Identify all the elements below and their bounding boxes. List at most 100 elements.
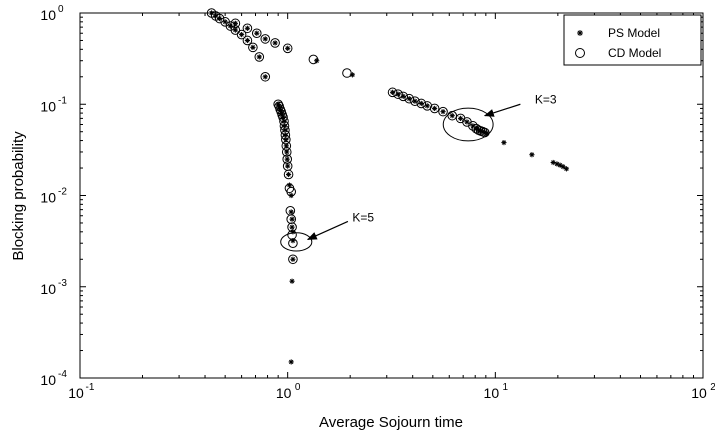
annotation-ellipse xyxy=(442,107,494,142)
ps-model-point-stroke xyxy=(395,91,401,97)
ps-model-point-stroke xyxy=(284,149,289,155)
ps-model-point xyxy=(432,105,438,112)
y-tick-label-exponent: -1 xyxy=(58,95,67,106)
ps-model-point-stroke xyxy=(263,74,268,79)
ps-model-point-stroke xyxy=(254,31,259,36)
y-tick-label: 10 xyxy=(40,98,56,114)
ps-model-point-stroke xyxy=(209,10,214,16)
cd-model-point xyxy=(387,87,398,98)
cd-model-point xyxy=(260,34,271,44)
ps-model-point-stroke xyxy=(289,279,295,284)
legend-label-cd-model: CD Model xyxy=(608,46,661,60)
ps-model-point-stroke xyxy=(285,46,290,51)
ps-model-point xyxy=(464,119,470,125)
legend-asterisk xyxy=(577,30,583,36)
ps-model-point xyxy=(284,156,290,162)
x-tick-label: 10 xyxy=(276,385,292,401)
ps-model-point xyxy=(389,89,396,95)
ps-model-point xyxy=(208,10,215,16)
x-tick-label-exponent: 2 xyxy=(710,382,715,393)
ps-model-point-stroke xyxy=(551,160,556,165)
cd-model-point xyxy=(279,121,290,131)
ps-model-point-stroke xyxy=(560,164,566,169)
ps-model-point xyxy=(244,37,251,44)
y-tick-label: 10 xyxy=(40,7,56,23)
ps-model-point xyxy=(285,163,291,169)
ps-model-point-stroke xyxy=(401,94,406,99)
ps-model-point-stroke xyxy=(419,101,424,106)
ps-model-point-stroke xyxy=(257,54,262,60)
cd-model-point xyxy=(281,147,292,157)
y-axis-label: Blocking probability xyxy=(10,131,27,261)
cd-model-point xyxy=(248,42,258,53)
x-tick-label: 10 xyxy=(68,385,84,401)
x-tick-label: 10 xyxy=(484,385,500,401)
ps-model-point xyxy=(290,256,296,262)
y-tick-label-exponent: -2 xyxy=(58,187,67,198)
ps-model-point-stroke xyxy=(529,152,535,157)
ps-model-point xyxy=(288,359,294,365)
cd-model-point xyxy=(404,93,415,104)
x-tick-label-exponent: 0 xyxy=(295,382,301,393)
ps-model-point-stroke xyxy=(350,72,355,78)
cd-model-point xyxy=(280,125,290,135)
legend: PS Model CD Model xyxy=(563,14,702,66)
cd-model-point xyxy=(288,238,298,249)
cd-model-point xyxy=(422,101,433,111)
ps-model-point xyxy=(289,216,295,222)
ps-model-point xyxy=(501,139,507,146)
cd-model-point xyxy=(308,54,319,65)
ps-model-point-stroke xyxy=(286,172,291,177)
ps-model-point-stroke xyxy=(390,90,395,95)
ps-model-point-stroke xyxy=(245,26,250,31)
annotation-label: K=5 xyxy=(352,210,374,224)
ps-model-point xyxy=(529,152,535,158)
cd-model-point xyxy=(214,13,225,24)
annotation-label: K=3 xyxy=(535,92,557,106)
cd-model-point xyxy=(281,134,291,145)
cd-model-point xyxy=(283,169,294,180)
ps-model-point-stroke xyxy=(432,106,437,111)
ps-model-point xyxy=(285,45,291,51)
ps-model-point-stroke xyxy=(289,359,294,365)
y-tick-label-exponent: -3 xyxy=(58,278,67,289)
ps-model-point-stroke xyxy=(250,45,256,50)
ps-model-point xyxy=(560,164,566,170)
ps-model-point xyxy=(563,166,570,172)
cd-model-point xyxy=(230,18,241,29)
ticks-layer: 10 -1 10 0 10 1 10 210 -410 -310 -210 -110 0 xyxy=(40,4,715,401)
ps-model-point xyxy=(457,115,464,121)
ps-model-point-stroke xyxy=(233,27,238,33)
ps-model-point xyxy=(418,100,424,107)
ps-model-point-stroke xyxy=(450,113,455,118)
ps-model-point xyxy=(289,278,295,284)
ps-model-point-stroke xyxy=(289,209,294,215)
ps-model-point-stroke xyxy=(285,163,290,169)
ps-model-point-stroke xyxy=(412,99,418,104)
ps-model-point xyxy=(222,19,228,25)
annotations-layer: K=3 K=5 xyxy=(280,92,557,252)
cd-model-point xyxy=(242,23,253,34)
cd-model-point xyxy=(429,103,440,114)
ps-model-point-stroke xyxy=(289,224,295,230)
ps-model-point-stroke xyxy=(407,96,412,101)
ps-model-point-stroke xyxy=(289,193,294,198)
ps-model-point-stroke xyxy=(263,36,268,42)
cd-model-point xyxy=(281,141,292,151)
ps-model-point-stroke xyxy=(285,156,290,162)
cd-model-point xyxy=(416,98,427,109)
legend-marker-cd-model xyxy=(575,48,585,58)
cd-model-point xyxy=(236,29,247,40)
cd-model-point xyxy=(251,28,262,39)
ps-model-point xyxy=(285,171,292,178)
cd-model-point xyxy=(438,106,448,117)
cd-model-point xyxy=(260,71,271,82)
ps-model-point-stroke xyxy=(245,38,250,43)
annotation-arrow xyxy=(483,103,521,117)
cd-model-point xyxy=(393,89,403,99)
ps-model-point-stroke xyxy=(289,216,295,222)
ps-model-point-stroke xyxy=(557,162,563,168)
cd-model-point xyxy=(242,35,253,46)
ps-model-point-stroke xyxy=(222,19,228,25)
